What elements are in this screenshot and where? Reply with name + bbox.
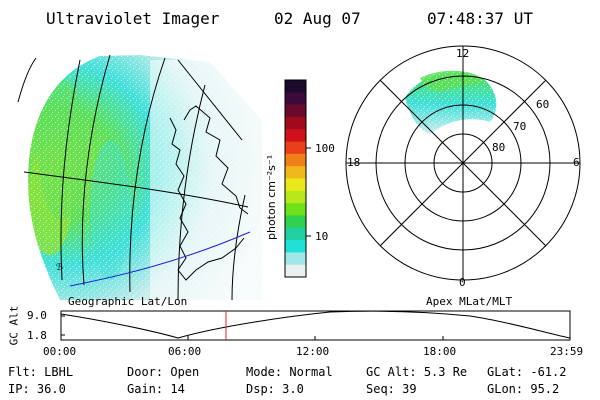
ip-value: 36.0	[36, 382, 66, 396]
info-glat: GLat: -61.2	[487, 365, 567, 379]
colorbar-label-100: 100	[315, 142, 335, 155]
mlat-label-60: 60	[536, 98, 550, 111]
instrument-title: Ultraviolet Imager	[46, 9, 220, 28]
mode-value: Normal	[289, 365, 333, 379]
glat-value: -61.2	[530, 365, 567, 379]
mlt-label-18: 18	[347, 156, 361, 169]
glon-value: 95.2	[530, 382, 560, 396]
colorbar-band	[285, 240, 306, 253]
mlat-label-80: 80	[492, 141, 506, 154]
colorbar-label-10: 10	[315, 230, 329, 243]
colorbar-band	[285, 80, 306, 93]
right-map-caption: Apex MLat/MLT	[426, 295, 513, 308]
time-tick-0000: 00:00	[43, 345, 77, 358]
colorbar-band	[285, 227, 306, 241]
info-door: Door: Open	[127, 365, 200, 379]
colorbar-band	[285, 264, 306, 278]
date-label: 02 Aug 07	[274, 9, 361, 28]
altitude-curve	[60, 310, 571, 339]
colorbar-band	[285, 141, 306, 155]
info-gcalt: GC Alt: 5.3 Re	[366, 365, 468, 379]
gcalt-value: 5.3 Re	[423, 365, 468, 379]
info-seq: Seq: 39	[366, 382, 417, 396]
mlat-label-70: 70	[513, 120, 527, 133]
colorbar-band	[285, 203, 306, 216]
altitude-strip	[60, 310, 571, 341]
colorbar-band	[285, 215, 306, 229]
geographic-map: ℬ	[17, 54, 262, 301]
gc-alt-ylabel: GC Alt	[7, 305, 21, 346]
flt-value: LBHL	[44, 365, 74, 379]
svg-text:ℬ: ℬ	[56, 263, 63, 273]
mlt-label-0: 0	[459, 276, 466, 289]
time-tick-0600: 06:00	[168, 345, 202, 358]
time-tick-1800: 18:00	[423, 345, 457, 358]
mlt-label-6: 6	[573, 156, 580, 169]
alt-tick-1-8: 1.8	[27, 329, 47, 342]
info-dsp: Dsp: 3.0	[246, 382, 304, 396]
info-mode: Mode: Normal	[246, 365, 333, 379]
polar-map	[345, 45, 581, 281]
info-ip: IP: 36.0	[8, 382, 66, 396]
time-tick-2359: 23:59	[550, 345, 584, 358]
left-map-caption: Geographic Lat/Lon	[68, 295, 188, 308]
colorbar-band	[285, 153, 306, 167]
seq-value: 39	[402, 382, 417, 396]
gain-value: 14	[170, 382, 185, 396]
colorbar-unit-label: photon cm⁻²s⁻¹	[265, 154, 278, 240]
colorbar-frame	[284, 79, 307, 278]
time-tick-1200: 12:00	[296, 345, 330, 358]
colorbar-band	[285, 104, 306, 118]
info-flt: Flt: LBHL	[8, 365, 74, 379]
colorbar	[285, 80, 306, 278]
colorbar-band	[285, 166, 306, 179]
time-label: 07:48:37 UT	[427, 9, 533, 28]
colorbar-band	[285, 178, 306, 192]
info-gain: Gain: 14	[127, 382, 185, 396]
colorbar-band	[285, 252, 306, 266]
alt-tick-9: 9.0	[27, 309, 47, 322]
info-glon: GLon: 95.2	[487, 382, 560, 396]
colorbar-band	[285, 92, 306, 106]
door-value: Open	[170, 365, 200, 379]
dsp-value: 3.0	[282, 382, 304, 396]
mlt-label-12: 12	[456, 47, 470, 60]
colorbar-band	[285, 129, 306, 143]
colorbar-band	[285, 116, 306, 130]
colorbar-band	[285, 190, 306, 204]
aurora-image-left	[28, 55, 262, 300]
